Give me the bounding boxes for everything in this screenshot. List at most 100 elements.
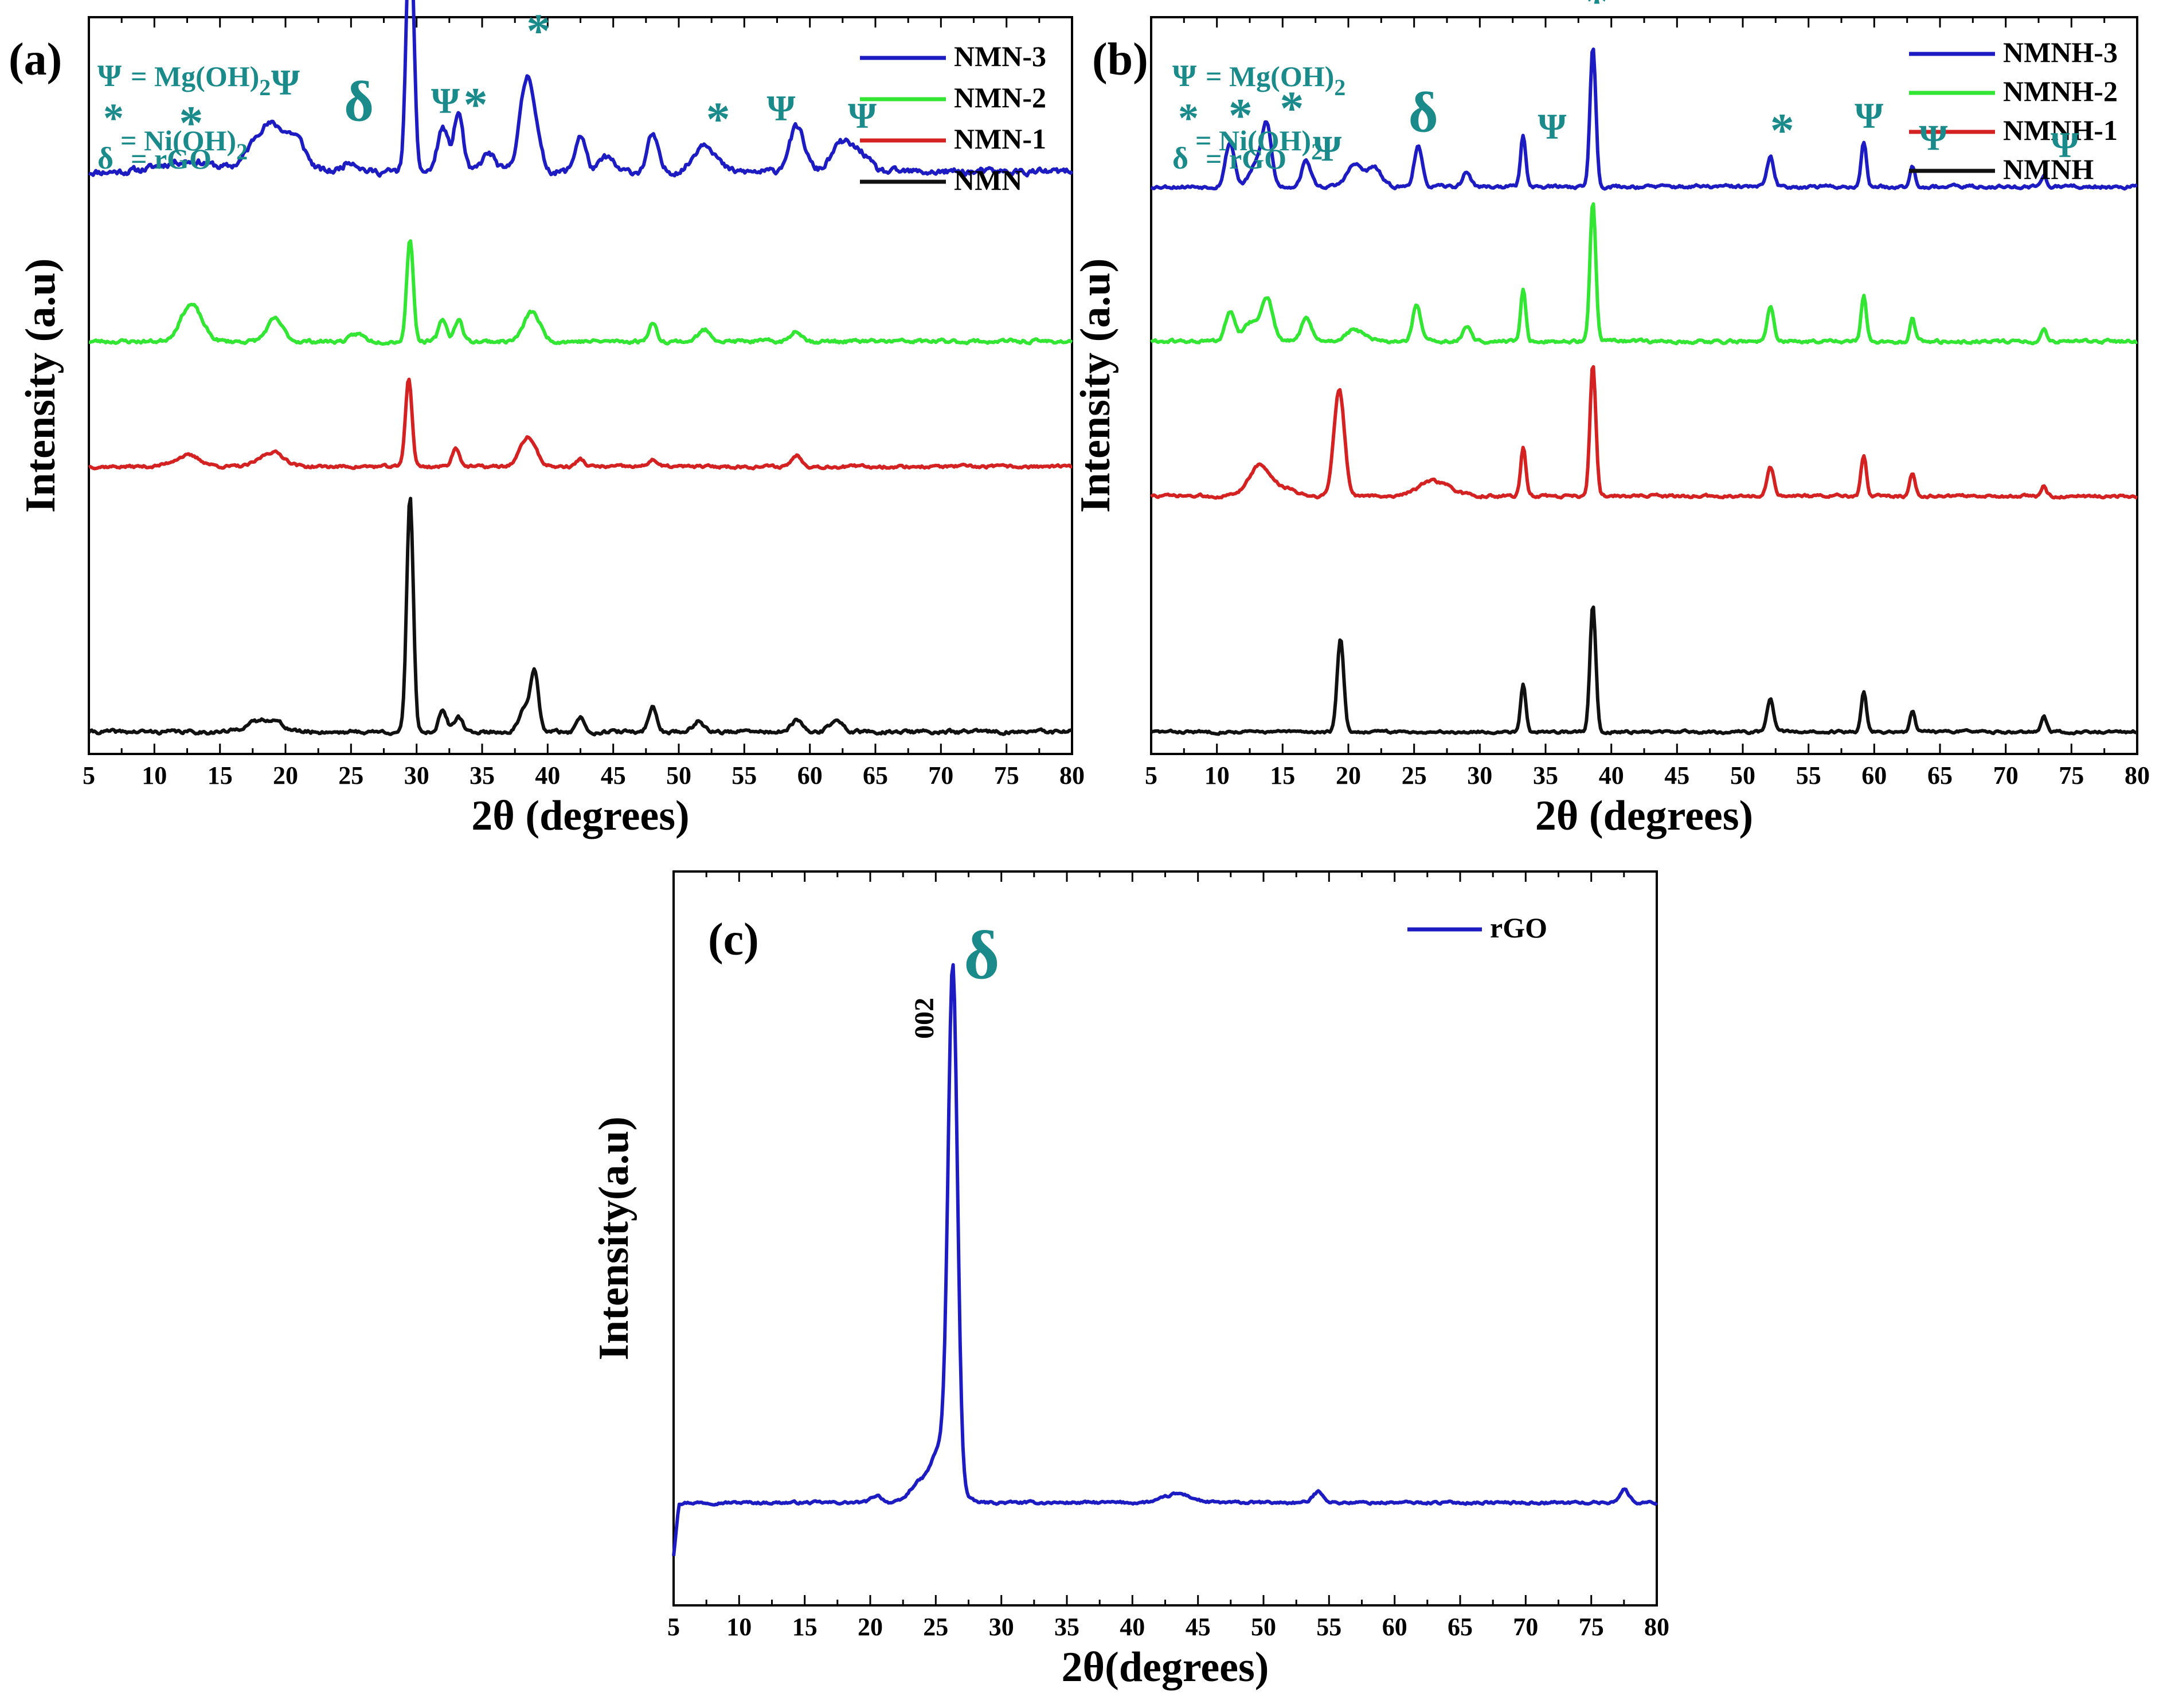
x-tick-label: 25 [338,761,363,789]
key-symbol: δ [1172,141,1188,175]
x-tick-label: 55 [1316,1613,1341,1641]
peak-annotation: δ [344,69,374,133]
peak-annotation: Ψ [431,80,460,121]
peak-annotation: Ψ [1855,95,1883,136]
peak-annotation: * [1229,89,1253,142]
x-tick-label: 40 [535,761,560,789]
x-tick-label: 40 [1599,761,1624,789]
legend-label: rGO [1490,912,1547,944]
x-tick-label: 20 [1336,761,1361,789]
x-tick-label: 75 [994,761,1019,789]
x-tick-label: 80 [1059,761,1085,789]
y-axis-label: Intensity (a.u) [1072,258,1119,513]
x-tick-label: 65 [1448,1613,1473,1641]
legend-label: NMNH-2 [2003,75,2118,107]
x-tick-label: 25 [923,1613,948,1641]
plot-frame [88,16,1073,755]
panel-label: (c) [708,914,759,965]
x-tick-label: 65 [863,761,888,789]
series-line-nmnh-3 [1150,47,2138,191]
key-subscript: 2 [1311,139,1323,165]
peak-annotation: * [706,93,730,146]
key-symbol: Ψ [1172,58,1196,93]
peak-annotation: δ [1409,80,1438,144]
x-tick-label: 25 [1402,761,1427,789]
x-tick-label: 5 [1145,761,1157,789]
panel-label: (b) [1092,34,1148,85]
x-tick-label: 80 [2125,761,2150,789]
x-tick-label: 35 [470,761,495,789]
peak-annotation: * [1585,0,1609,28]
panel-c: 5 10 15 20 25 30 35 40 45 50 55 60 65 70 75 80 2θ(degree… [590,870,1669,1691]
legend-label: NMN-1 [954,123,1046,155]
legend-label: NMNH-3 [2003,36,2118,68]
peak-annotation: Ψ [1313,128,1341,169]
peak-annotation: * [1770,104,1794,157]
series-line-rgo [672,963,1659,1557]
key-symbol: δ [97,141,114,175]
key-subscript: 2 [236,139,248,165]
x-tick-label: 35 [1533,761,1558,789]
x-axis-label: 2θ(degrees) [1062,1644,1269,1691]
peak-annotation: Ψ [848,95,877,136]
peak-annotation: δ [964,917,999,993]
peak-annotation: * [179,96,203,150]
x-tick-label: 10 [1204,761,1230,789]
legend-label: NMN [954,164,1022,196]
series-line-nmn-2 [88,239,1073,346]
peak-annotation: Ψ [1538,106,1567,147]
x-tick-label: 75 [2059,761,2084,789]
x-tick-label: 20 [273,761,298,789]
legend-label: NMNH-1 [2003,114,2118,146]
series-line-nmnh-1 [1150,365,2138,500]
panel-b: 5 10 15 20 25 30 35 40 45 50 55 60 65 70 75 80 2θ (degre… [1072,0,2150,839]
panel-label: (a) [9,34,62,85]
series-line-nmn-3 [88,0,1074,178]
key-symbol: * [103,95,124,141]
panel-a: 5 10 15 20 25 30 35 40 45 50 55 60 65 70 75 80 2θ (degre… [9,0,1085,839]
x-tick-label: 70 [928,761,953,789]
x-tick-label: 30 [1467,761,1492,789]
x-tick-label: 10 [142,761,167,789]
x-tick-label: 70 [1993,761,2019,789]
peak-annotation: Ψ [766,88,795,128]
legend-label: NMNH [2003,153,2094,185]
peak-annotation: Ψ [271,62,300,103]
x-tick-label: 55 [1796,761,1821,789]
x-tick-label: 50 [1251,1613,1276,1641]
x-tick-label: 70 [1513,1613,1538,1641]
y-axis-label: Intensity(a.u) [590,1116,637,1361]
key-text: = rGO [131,143,212,175]
y-axis-label: Intensity (a.u) [17,258,64,513]
x-tick-label: 30 [989,1613,1014,1641]
key-text: = rGO [1206,143,1286,175]
series-line-nmn-1 [88,377,1073,471]
x-tick-label: 55 [732,761,757,789]
peak-annotation: * [1280,81,1304,135]
x-tick-label: 80 [1644,1613,1669,1641]
x-tick-label: 65 [1927,761,1953,789]
series-line-nmnh-2 [1150,202,2138,346]
x-tick-label: 45 [601,761,626,789]
x-tick-label: 60 [1382,1613,1407,1641]
x-axis-label: 2θ (degrees) [1535,792,1753,839]
x-tick-label: 60 [1861,761,1887,789]
legend-label: NMN-3 [954,40,1046,72]
x-tick-label: 15 [792,1613,817,1641]
x-tick-label: 45 [1664,761,1689,789]
x-tick-label: 75 [1579,1613,1604,1641]
x-tick-label: 5 [667,1613,680,1641]
x-tick-label: 50 [1730,761,1755,789]
key-symbol: * [1178,95,1199,141]
x-tick-label: 15 [208,761,233,789]
key-subscript: 2 [259,75,271,100]
x-tick-label: 10 [726,1613,752,1641]
peak-index-label: 002 [909,998,940,1039]
x-tick-label: 35 [1054,1613,1079,1641]
x-tick-label: 30 [404,761,429,789]
legend-label: NMN-2 [954,81,1046,114]
peak-annotation: * [464,78,488,131]
x-tick-label: 5 [83,761,95,789]
key-subscript: 2 [1334,75,1345,100]
x-tick-label: 60 [797,761,823,789]
